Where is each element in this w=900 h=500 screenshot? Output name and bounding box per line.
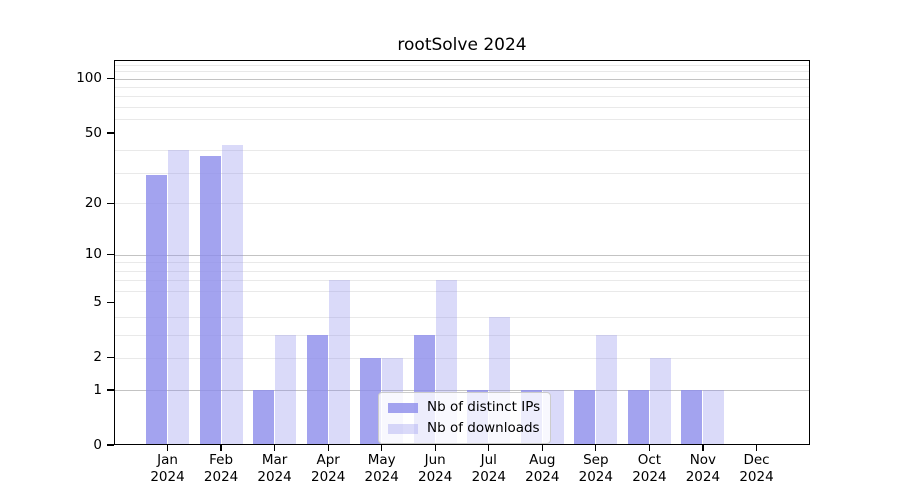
x-tick-label: Jun 2024	[418, 452, 453, 485]
gridline-minor	[114, 203, 810, 205]
y-tick-label: 5	[93, 294, 102, 311]
gridline-minor	[114, 335, 810, 336]
x-tick	[381, 445, 383, 451]
y-tick-label: 1	[93, 381, 102, 398]
x-tick-label: Jul 2024	[471, 452, 506, 485]
x-tick-label: Oct 2024	[632, 452, 667, 485]
gridline-minor	[114, 280, 810, 281]
y-tick	[107, 444, 114, 446]
bar-distinct-ips	[306, 335, 328, 445]
bar-distinct-ips	[199, 156, 221, 445]
legend-swatch-downloads	[388, 423, 418, 434]
x-tick	[434, 445, 436, 451]
y-tick	[107, 389, 114, 391]
x-tick	[273, 445, 276, 451]
legend-item-distinct-ips: Nb of distinct IPs	[388, 400, 540, 415]
y-tick-label: 50	[84, 124, 102, 141]
y-tick-label: 100	[76, 70, 102, 87]
x-tick-label: Aug 2024	[525, 452, 560, 485]
x-tick-label: May 2024	[364, 452, 399, 485]
y-tick	[107, 357, 114, 359]
x-tick-label: Jan 2024	[150, 452, 185, 485]
bar-downloads	[649, 357, 671, 445]
y-tick-label: 10	[84, 246, 102, 263]
x-tick	[220, 445, 222, 451]
gridline-minor	[114, 150, 810, 152]
plot-frame	[114, 60, 810, 445]
x-tick	[595, 445, 597, 451]
legend-swatch-distinct-ips	[388, 402, 418, 413]
bar-distinct-ips	[146, 175, 167, 445]
gridline-minor	[114, 87, 810, 89]
x-tick-label: Sep 2024	[578, 452, 613, 485]
x-tick-label: Nov 2024	[685, 452, 721, 485]
x-tick	[755, 445, 758, 451]
bar-distinct-ips	[681, 390, 703, 445]
y-tick	[107, 132, 114, 134]
legend-label: Nb of downloads	[427, 420, 540, 436]
y-tick	[107, 254, 114, 256]
x-tick-label: Feb 2024	[203, 452, 239, 485]
bar-distinct-ips	[574, 390, 596, 445]
gridline-minor	[114, 262, 810, 264]
bar-downloads	[221, 144, 243, 445]
chart-title: rootSolve 2024	[397, 35, 527, 55]
x-tick	[488, 445, 490, 451]
legend: Nb of distinct IPs Nb of downloads	[378, 392, 552, 444]
gridline-minor	[114, 118, 810, 120]
gridline-minor	[114, 270, 810, 272]
bar-downloads	[275, 335, 297, 445]
bar-downloads	[328, 280, 350, 445]
gridline-major	[114, 254, 810, 256]
gridline-major	[114, 78, 810, 80]
bar-distinct-ips	[627, 390, 649, 445]
y-tick	[107, 202, 114, 205]
y-tick-label: 20	[84, 194, 102, 211]
gridline-minor	[114, 71, 810, 73]
gridline-minor	[114, 64, 810, 66]
x-tick	[648, 445, 651, 451]
x-tick-label: Mar 2024	[257, 452, 292, 485]
bar-downloads	[703, 390, 725, 445]
gridline-minor	[114, 357, 810, 359]
legend-item-downloads: Nb of downloads	[388, 421, 540, 436]
gridline-minor	[114, 290, 810, 292]
gridline-minor	[114, 317, 810, 319]
x-tick	[702, 445, 704, 451]
y-tick-label: 0	[93, 436, 102, 453]
x-tick-label: Apr 2024	[311, 452, 346, 485]
x-tick	[327, 445, 329, 451]
gridline-minor	[114, 106, 810, 108]
gridline-minor	[114, 172, 810, 174]
gridline-minor	[114, 96, 810, 98]
bar-distinct-ips	[360, 357, 382, 445]
bar-downloads	[168, 150, 189, 445]
legend-label: Nb of distinct IPs	[427, 399, 541, 415]
gridline-major	[114, 390, 810, 391]
bar-downloads	[596, 335, 618, 445]
x-tick	[166, 445, 169, 451]
plot-area: Nb of distinct IPs Nb of downloads	[114, 60, 810, 445]
x-tick	[541, 445, 543, 451]
bar-distinct-ips	[253, 390, 275, 445]
y-tick	[107, 78, 114, 80]
x-tick-label: Dec 2024	[739, 452, 774, 485]
y-tick	[107, 302, 114, 304]
y-tick-label: 2	[93, 349, 102, 366]
